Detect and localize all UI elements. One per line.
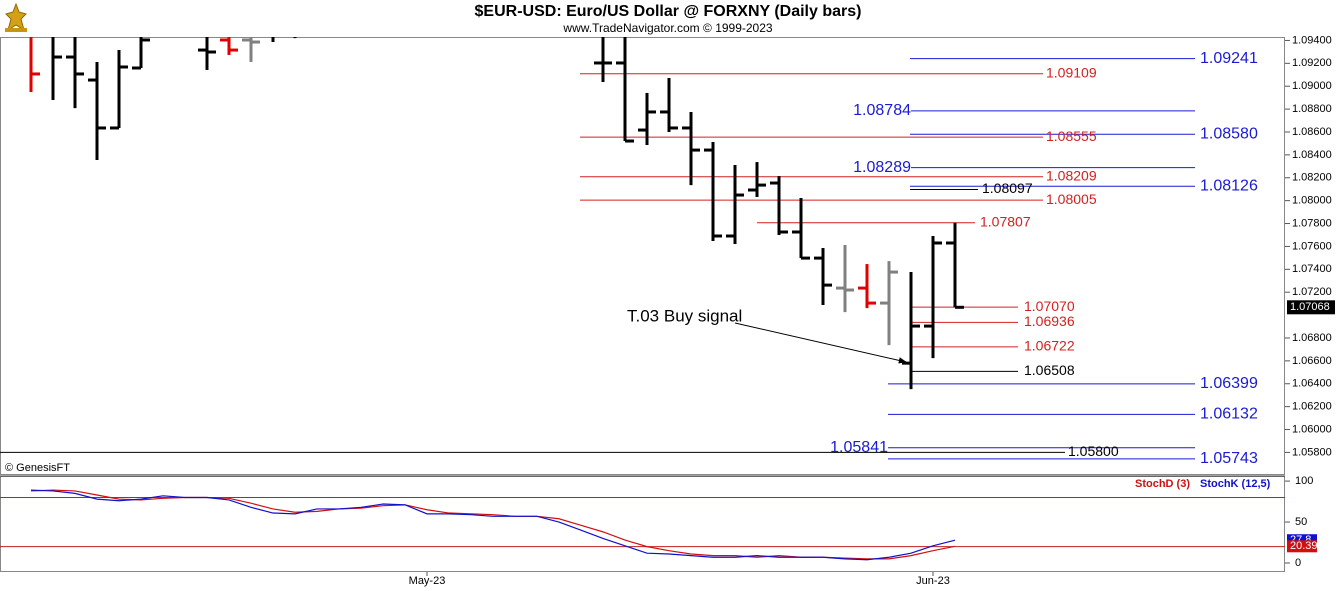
y-tick-label: 1.09400 — [1292, 34, 1332, 46]
level-label: 1.06722 — [1024, 338, 1075, 354]
level-label: 1.09109 — [1046, 64, 1097, 80]
last-price-label: 1.07068 — [1290, 301, 1330, 313]
level-label: 1.08784 — [853, 102, 911, 119]
y-tick-label: 1.05800 — [1292, 446, 1332, 458]
y-tick-label: 1.09200 — [1292, 57, 1332, 69]
level-label: 1.08555 — [1046, 128, 1097, 144]
y-tick-label: 1.06800 — [1292, 332, 1332, 344]
y-tick-label: 0 — [1295, 557, 1301, 569]
y-tick-label: 1.07600 — [1292, 240, 1332, 252]
level-label: 1.06132 — [1200, 406, 1258, 423]
y-tick-label: 1.08600 — [1292, 126, 1332, 138]
level-label: 1.07070 — [1024, 298, 1075, 314]
y-tick-label: 1.06000 — [1292, 423, 1332, 435]
level-label: 1.08289 — [853, 159, 911, 176]
y-tick-label: 1.07200 — [1292, 286, 1332, 298]
y-tick-label: 100 — [1295, 475, 1313, 487]
x-tick-label: May-23 — [409, 575, 446, 587]
level-label: 1.06936 — [1024, 313, 1075, 329]
chart-subtitle: www.TradeNavigator.com © 1999-2023 — [562, 21, 772, 35]
level-label: 1.08209 — [1046, 167, 1097, 183]
source: © GenesisFT — [5, 462, 70, 474]
last-price-box — [1287, 300, 1335, 315]
level-label: 1.08097 — [982, 180, 1033, 196]
x-tick-label: Jun-23 — [916, 575, 950, 587]
level-label: 1.05800 — [1068, 443, 1119, 459]
last-value-box — [1287, 540, 1317, 553]
y-tick-label: 1.06400 — [1292, 378, 1332, 390]
y-tick-label: 1.07800 — [1292, 217, 1332, 229]
y-tick-label: 1.08800 — [1292, 103, 1332, 115]
y-tick-label: 1.08400 — [1292, 149, 1332, 161]
annotation-arrow — [734, 322, 907, 364]
level-label: 1.08580 — [1200, 125, 1258, 142]
level-label: 1.09241 — [1200, 50, 1258, 67]
stoch-line — [30, 489, 956, 561]
level-label: 1.05743 — [1200, 450, 1258, 467]
level-label: 1.06508 — [1024, 362, 1075, 378]
y-tick-label: 50 — [1295, 516, 1307, 528]
price-plot — [0, 37, 1195, 460]
stoch-plot — [0, 489, 1285, 561]
y-tick-label: 1.07400 — [1292, 263, 1332, 275]
legend-label: StochK (12,5) — [1200, 478, 1271, 490]
price-panel — [0, 37, 1285, 475]
y-tick-label: 1.06600 — [1292, 355, 1332, 367]
level-label: 1.08126 — [1200, 177, 1258, 194]
chart-title: $EUR-USD: Euro/US Dollar @ FORXNY (Daily… — [475, 3, 862, 20]
level-label: 1.07807 — [980, 213, 1031, 229]
logo — [5, 2, 27, 32]
annotation: T.03 Buy signal — [627, 306, 742, 325]
last-value-label: 20.39 — [1290, 540, 1318, 552]
legend-label: StochD (3) — [1135, 478, 1190, 490]
y-tick-label: 1.08000 — [1292, 195, 1332, 207]
level-label: 1.08005 — [1046, 191, 1097, 207]
y-tick-label: 1.08200 — [1292, 172, 1332, 184]
level-label: 1.06399 — [1200, 375, 1258, 392]
level-label: 1.05841 — [830, 439, 888, 456]
y-tick-label: 1.09000 — [1292, 80, 1332, 92]
y-tick-label: 1.06200 — [1292, 401, 1332, 413]
